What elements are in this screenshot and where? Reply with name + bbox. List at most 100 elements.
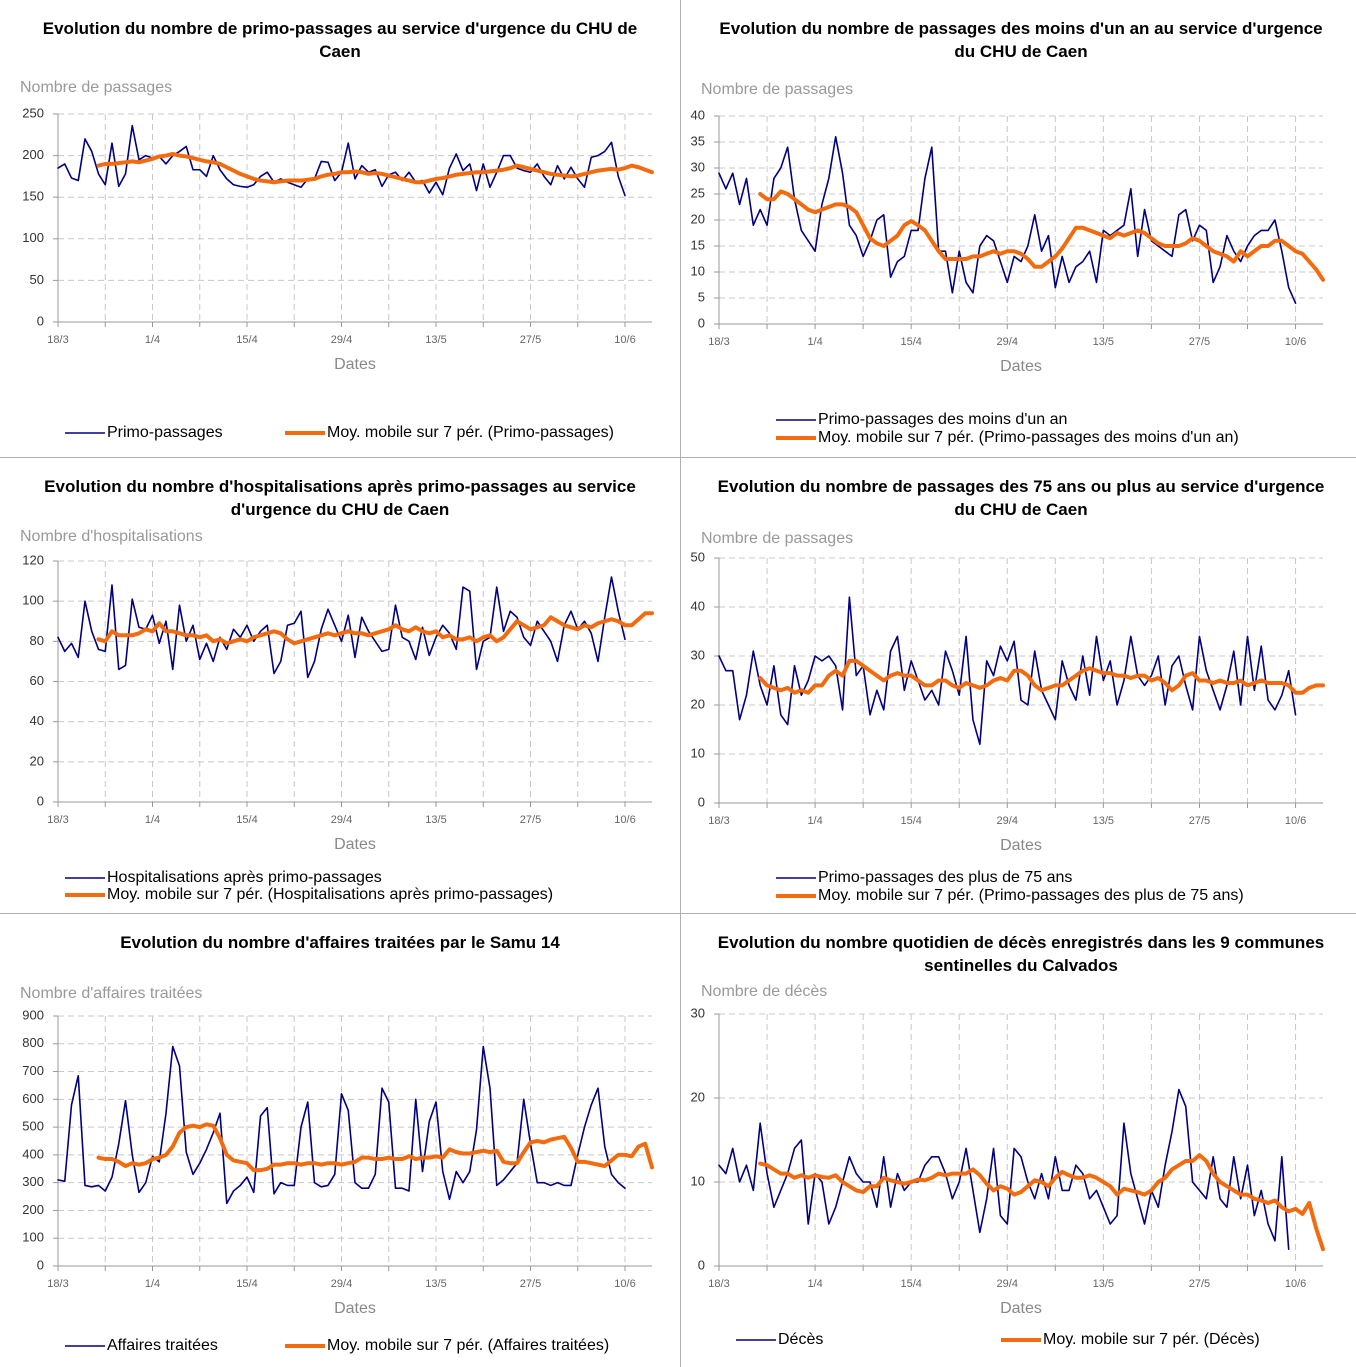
chart-panel: Nombre de passages 0 50 100 150 200 250 18/3 1/4… [0, 0, 676, 452]
divider [0, 457, 1356, 458]
chart-panel: Nombre de passages 0 5 10 15 20 25 30 35 40 18/3 1/… [681, 0, 1356, 452]
series-line [758, 189, 1325, 282]
chart: Nombre de décès 0 10 20 30 18/3 1/4 15/4 29/4 13/… [691, 983, 1325, 1348]
chart-panel: Nombre de décès 0 10 20 30 18/3 1/4 15/4 29/4 13/… [681, 914, 1356, 1366]
chart: Nombre de passages 0 5 10 15 20 25 30 35 40 18/3 1/… [691, 81, 1325, 446]
divider [0, 913, 1356, 914]
y-tick-label: 40 [691, 598, 705, 613]
y-axis-label: Nombre d'hospitalisations [20, 528, 203, 545]
x-tick-label: 15/4 [900, 336, 921, 348]
x-tick-label: 13/5 [1093, 1278, 1114, 1290]
legend-label: Moy. mobile sur 7 pér. (Décès) [1043, 1331, 1260, 1348]
x-tick-label: 1/4 [145, 814, 160, 826]
series-line [718, 1088, 1290, 1251]
y-axis-label: Nombre de passages [701, 81, 853, 98]
chart: Nombre d'hospitalisations 0 20 40 60 80 100 120… [20, 528, 654, 903]
legend-label: Primo-passages [107, 424, 223, 441]
y-tick-label: 100 [22, 1230, 44, 1245]
legend-label: Primo-passages des moins d'un an [818, 411, 1067, 428]
x-tick-label: 15/4 [900, 815, 921, 827]
x-tick-label: 1/4 [807, 815, 822, 827]
x-tick-label: 29/4 [997, 815, 1018, 827]
legend-label: Moy. mobile sur 7 pér. (Hospitalisations… [107, 886, 553, 903]
x-tick-label: 1/4 [145, 334, 160, 346]
y-axis-label: Nombre de décès [701, 983, 827, 1000]
legend-label: Décès [778, 1331, 823, 1348]
y-tick-label: 400 [22, 1146, 44, 1161]
y-tick-label: 100 [22, 230, 44, 245]
chart-title: Evolution du nombre de passages des 75 a… [717, 477, 1325, 519]
y-tick-label: 10 [691, 1173, 705, 1188]
x-tick-label: 10/6 [1285, 1278, 1306, 1290]
y-axis-label: Nombre d'affaires traitées [20, 985, 202, 1002]
y-tick-label: 200 [22, 147, 44, 162]
y-tick-label: 35 [691, 133, 705, 148]
x-tick-label: 1/4 [145, 1278, 160, 1290]
x-tick-label: 18/3 [708, 815, 729, 827]
legend-label: Moy. mobile sur 7 pér. (Primo-passages d… [818, 429, 1239, 446]
x-tick-label: 29/4 [997, 1278, 1018, 1290]
x-tick-label: 18/3 [708, 336, 729, 348]
y-tick-label: 40 [691, 107, 705, 122]
y-tick-label: 0 [37, 1257, 44, 1272]
y-tick-label: 10 [691, 263, 705, 278]
y-tick-label: 0 [698, 1257, 705, 1272]
chart-panel: Nombre d'affaires traitées 0 100 200 300 400 5… [0, 914, 676, 1366]
y-tick-label: 20 [691, 696, 705, 711]
x-axis-label: Dates [1000, 1300, 1042, 1317]
y-tick-label: 800 [22, 1035, 44, 1050]
x-tick-label: 27/5 [1189, 815, 1210, 827]
chart-title: Evolution du nombre de primo-passages au… [42, 19, 638, 61]
y-tick-label: 600 [22, 1091, 44, 1106]
y-tick-label: 50 [691, 549, 705, 564]
chart: Nombre d'affaires traitées 0 100 200 300 400 5… [20, 985, 654, 1354]
y-tick-label: 25 [691, 185, 705, 200]
chart-title: Evolution du nombre de passages des moin… [719, 19, 1323, 61]
x-tick-label: 15/4 [236, 1278, 257, 1290]
x-tick-label: 15/4 [900, 1278, 921, 1290]
y-tick-label: 30 [691, 159, 705, 174]
x-tick-label: 15/4 [236, 814, 257, 826]
x-tick-label: 18/3 [47, 1278, 68, 1290]
series-line [718, 596, 1297, 746]
x-tick-label: 10/6 [1285, 815, 1306, 827]
x-tick-label: 29/4 [331, 1278, 352, 1290]
x-axis-label: Dates [1000, 358, 1042, 375]
x-tick-label: 27/5 [1189, 1278, 1210, 1290]
x-axis-label: Dates [334, 356, 376, 373]
x-tick-label: 13/5 [425, 814, 446, 826]
y-tick-label: 80 [30, 633, 44, 648]
y-tick-label: 120 [22, 552, 44, 567]
x-tick-label: 29/4 [331, 334, 352, 346]
series-line [718, 136, 1297, 305]
y-tick-label: 30 [691, 647, 705, 662]
y-tick-label: 250 [22, 105, 44, 120]
x-tick-label: 27/5 [1189, 336, 1210, 348]
y-tick-label: 15 [691, 237, 705, 252]
y-tick-label: 20 [691, 1089, 705, 1104]
y-tick-label: 20 [30, 753, 44, 768]
series-line [96, 611, 654, 646]
x-tick-label: 27/5 [520, 814, 541, 826]
x-tick-label: 10/6 [614, 334, 635, 346]
y-tick-label: 40 [30, 713, 44, 728]
x-tick-label: 15/4 [236, 334, 257, 346]
y-tick-label: 700 [22, 1063, 44, 1078]
legend-label: Primo-passages des plus de 75 ans [818, 869, 1072, 886]
y-tick-label: 0 [37, 313, 44, 328]
series-line [758, 1153, 1325, 1252]
x-tick-label: 18/3 [47, 814, 68, 826]
x-axis-label: Dates [1000, 837, 1042, 854]
x-tick-label: 27/5 [520, 334, 541, 346]
x-tick-label: 13/5 [425, 1278, 446, 1290]
y-tick-label: 0 [698, 794, 705, 809]
x-axis-label: Dates [334, 1300, 376, 1317]
y-tick-label: 150 [22, 189, 44, 204]
chart-panel: Nombre d'hospitalisations 0 20 40 60 80 100 120… [0, 458, 676, 910]
y-axis-label: Nombre de passages [20, 79, 172, 96]
x-tick-label: 10/6 [1285, 336, 1306, 348]
x-tick-label: 27/5 [520, 1278, 541, 1290]
chart-title: Evolution du nombre quotidien de décès e… [717, 933, 1325, 975]
chart-title: Evolution du nombre d'hospitalisations a… [44, 477, 636, 519]
